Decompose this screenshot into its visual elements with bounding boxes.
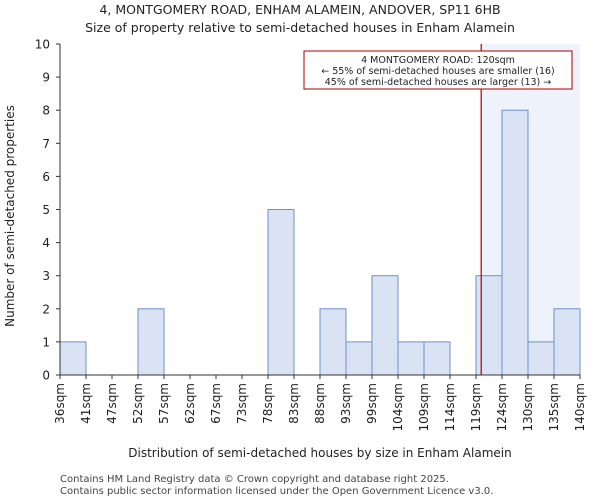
y-tick-label-9: 9 [42, 71, 50, 85]
y-tick-label-7: 7 [42, 137, 50, 151]
y-tick-label-8: 8 [42, 104, 50, 118]
x-tick-label-36sqm: 36sqm [53, 383, 67, 424]
x-tick-label-104sqm: 104sqm [391, 383, 405, 431]
y-tick-label-4: 4 [42, 236, 50, 250]
bar-130sqm [527, 341, 555, 376]
y-tick-label-5: 5 [42, 203, 50, 217]
x-tick-label-73sqm: 73sqm [235, 383, 249, 424]
x-tick-label-67sqm: 67sqm [209, 383, 223, 424]
x-axis-label: Distribution of semi-detached houses by … [128, 446, 511, 460]
bar-93sqm [345, 341, 373, 376]
chart-subtitle: Size of property relative to semi-detach… [85, 20, 515, 35]
bar-135sqm [553, 308, 581, 376]
annotation-line-2: ← 55% of semi-detached houses are smalle… [321, 66, 555, 77]
y-axis-label: Number of semi-detached properties [3, 105, 17, 327]
x-tick-label-124sqm: 124sqm [495, 383, 509, 431]
bar-109sqm [423, 341, 451, 376]
bar-99sqm [371, 275, 399, 376]
footer-line-2: Contains public sector information licen… [60, 486, 494, 497]
bar-104sqm [397, 341, 425, 376]
bar-78sqm [267, 209, 295, 376]
x-tick-label-41sqm: 41sqm [79, 383, 93, 424]
bar-119sqm [475, 275, 503, 376]
chart-title: 4, MONTGOMERY ROAD, ENHAM ALAMEIN, ANDOV… [99, 2, 501, 17]
y-tick-label-10: 10 [35, 38, 50, 52]
x-tick-label-135sqm: 135sqm [547, 383, 561, 431]
x-tick-label-83sqm: 83sqm [287, 383, 301, 424]
annotation-line-1: 4 MONTGOMERY ROAD: 120sqm [361, 55, 515, 66]
annotation-box [303, 50, 573, 90]
x-tick-label-130sqm: 130sqm [521, 383, 535, 431]
bar-88sqm [319, 308, 347, 376]
x-tick-label-119sqm: 119sqm [469, 383, 483, 431]
bar-124sqm [501, 109, 529, 376]
x-tick-label-47sqm: 47sqm [105, 383, 119, 424]
x-tick-label-99sqm: 99sqm [365, 383, 379, 424]
bar-52sqm [137, 308, 165, 376]
x-tick-label-109sqm: 109sqm [417, 383, 431, 431]
y-tick-label-2: 2 [42, 302, 50, 316]
x-tick-label-57sqm: 57sqm [157, 383, 171, 424]
x-tick-label-52sqm: 52sqm [131, 383, 145, 424]
y-tick-label-3: 3 [42, 269, 50, 283]
x-tick-label-78sqm: 78sqm [261, 383, 275, 424]
annotation-line-3: 45% of semi-detached houses are larger (… [325, 77, 552, 88]
x-tick-label-62sqm: 62sqm [183, 383, 197, 424]
x-tick-label-93sqm: 93sqm [339, 383, 353, 424]
x-tick-label-88sqm: 88sqm [313, 383, 327, 424]
footer-line-1: Contains HM Land Registry data © Crown c… [60, 474, 449, 485]
x-tick-label-114sqm: 114sqm [443, 383, 457, 431]
x-tick-label-140sqm: 140sqm [573, 383, 587, 431]
y-tick-label-6: 6 [42, 170, 50, 184]
bar-36sqm [59, 341, 87, 376]
y-tick-label-1: 1 [42, 335, 50, 349]
y-tick-label-0: 0 [42, 369, 50, 383]
